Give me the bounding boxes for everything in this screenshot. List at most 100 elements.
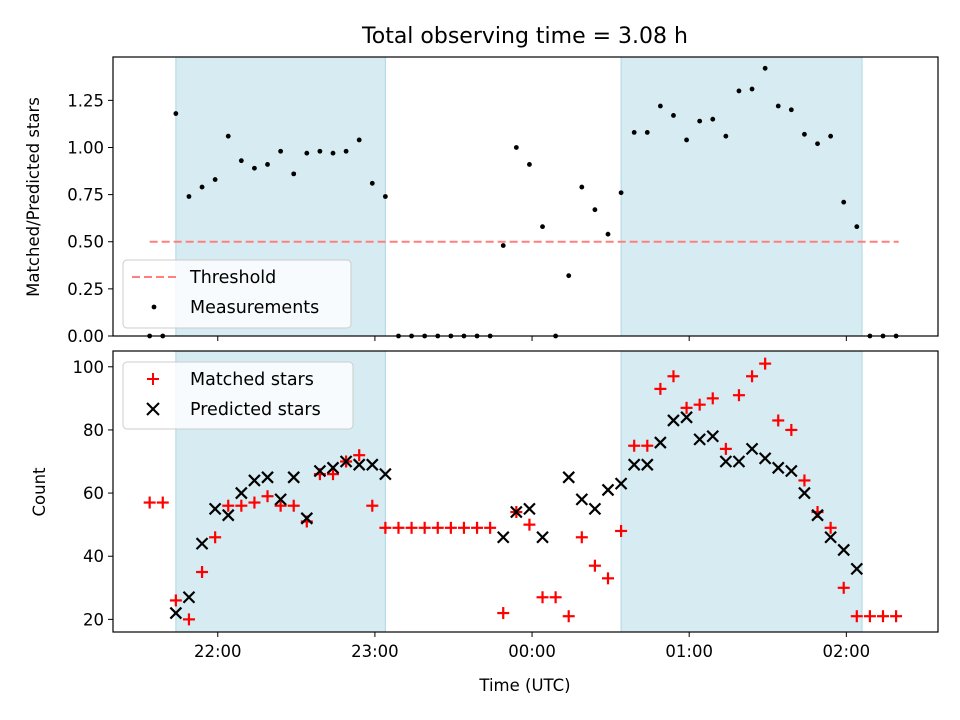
- predicted-stars-point: [850, 562, 864, 576]
- predicted-stars-point: [706, 429, 720, 443]
- matched-stars-point: [287, 499, 300, 512]
- x-b: [352, 458, 366, 471]
- measurements-point: [330, 150, 336, 156]
- predicted-stars-point: [837, 543, 850, 557]
- predicted-stars-point: [221, 508, 235, 522]
- measurements-point: [788, 107, 794, 113]
- matched-stars-point: [759, 357, 772, 370]
- matched-stars-point: [471, 521, 484, 534]
- matched-stars-point: [169, 594, 182, 607]
- matched-stars-point: [156, 496, 169, 509]
- matched-stars-point: [274, 499, 287, 512]
- measurements-point: [828, 133, 834, 139]
- x-b: [366, 458, 379, 471]
- x-b: [627, 458, 641, 471]
- x-b: [379, 467, 392, 481]
- matched-stars-point: [366, 499, 379, 512]
- x-b: [745, 442, 759, 456]
- matched-stars-point: [667, 370, 680, 383]
- matched-stars-point: [209, 531, 222, 544]
- y-tick-label-top: 0.00: [67, 327, 104, 346]
- predicted-stars-point: [326, 461, 340, 475]
- measurements-point: [671, 113, 676, 118]
- measurements-point: [854, 224, 860, 230]
- predicted-stars-point: [248, 474, 261, 487]
- predicted-stars-point: [496, 531, 510, 544]
- measurements-point: [225, 133, 231, 139]
- matched-stars-point: [457, 521, 470, 534]
- matched-stars-point: [248, 496, 261, 509]
- chart-title: Total observing time = 3.08 h: [361, 24, 688, 49]
- matched-stars-point: [523, 518, 536, 531]
- matched-stars-point: [680, 401, 693, 414]
- matched-stars-point: [497, 607, 510, 620]
- measurements-point: [802, 131, 807, 137]
- predicted-stars-point: [339, 455, 353, 468]
- predicted-stars-point: [614, 477, 628, 490]
- measurements-point: [291, 171, 297, 177]
- shaded-interval-top-2: [620, 56, 863, 337]
- y-axis-label-bottom: Count: [30, 467, 49, 517]
- x-tick-label: 02:00: [823, 642, 871, 661]
- y-tick-label-bottom: 100: [73, 358, 105, 377]
- measurements-point: [749, 86, 755, 92]
- y-tick-label-bottom: 80: [83, 421, 104, 440]
- panel-counts: 20 40 60 80 100 22:00 23:00 00:00 01:00 02:00 Cou…: [30, 350, 939, 695]
- matched-stars-point: [693, 398, 706, 411]
- matched-stars-point: [772, 414, 785, 427]
- measurements-point: [605, 231, 611, 237]
- matched-stars-point: [877, 610, 889, 623]
- predicted-stars-point: [235, 486, 248, 500]
- matched-stars-point: [261, 490, 274, 503]
- matched-stars-point: [196, 566, 209, 579]
- predicted-stars-point: [680, 411, 693, 424]
- measurements-point: [304, 150, 310, 156]
- x-axis-label: Time (UTC): [478, 676, 570, 695]
- predicted-stars-point: [352, 458, 366, 471]
- measurements-point: [500, 243, 506, 248]
- matched-stars-point: [602, 572, 614, 585]
- measurements-point: [212, 177, 218, 182]
- x-b: [785, 464, 798, 478]
- x-b: [313, 464, 327, 478]
- y-tick-label-bottom: 20: [83, 610, 104, 629]
- matched-stars-point: [235, 499, 248, 512]
- predicted-stars-point: [758, 452, 772, 465]
- x-b: [850, 562, 864, 576]
- y-tick-label-top: 0.25: [67, 280, 104, 299]
- matched-stars-point: [850, 610, 863, 623]
- matched-stars-point: [837, 581, 850, 594]
- predicted-stars-point: [745, 442, 759, 456]
- predicted-stars-point: [785, 464, 798, 478]
- y-tick-label-top: 0.75: [67, 186, 104, 205]
- measurements-point: [173, 111, 179, 116]
- measurements-point: [775, 103, 781, 109]
- x-b: [719, 455, 733, 468]
- x-b: [771, 461, 785, 475]
- predicted-stars-point: [771, 461, 785, 475]
- x-tick-label: 22:00: [194, 642, 242, 661]
- matched-stars-point: [353, 449, 366, 462]
- plot-frame-bottom: [112, 350, 939, 633]
- matched-stars-point: [615, 524, 628, 537]
- measurements-point: [644, 130, 650, 135]
- predicted-stars-point: [693, 433, 706, 446]
- panel-ratio: 0.00 0.25 0.50 0.75 1.00 1.25 Matched/Predict…: [24, 56, 939, 346]
- predicted-stars-point: [182, 590, 196, 604]
- x-b: [654, 436, 667, 449]
- matched-stars-point: [549, 591, 562, 604]
- matched-stars-point: [562, 610, 575, 623]
- predicted-stars-point: [588, 502, 602, 516]
- predicted-stars-point: [523, 502, 536, 516]
- matched-stars-point: [746, 370, 759, 383]
- matched-stars-point: [431, 521, 444, 534]
- x-tick-label: 01:00: [665, 642, 713, 661]
- matched-stars-point: [732, 389, 745, 402]
- x-b: [221, 508, 235, 522]
- matched-stars-point: [719, 442, 732, 455]
- plot-frame-top: [112, 56, 939, 337]
- legend-matched-swatch: [147, 373, 159, 385]
- x-b: [641, 458, 654, 471]
- matched-stars-point: [785, 423, 798, 436]
- matched-stars-point: [182, 613, 195, 626]
